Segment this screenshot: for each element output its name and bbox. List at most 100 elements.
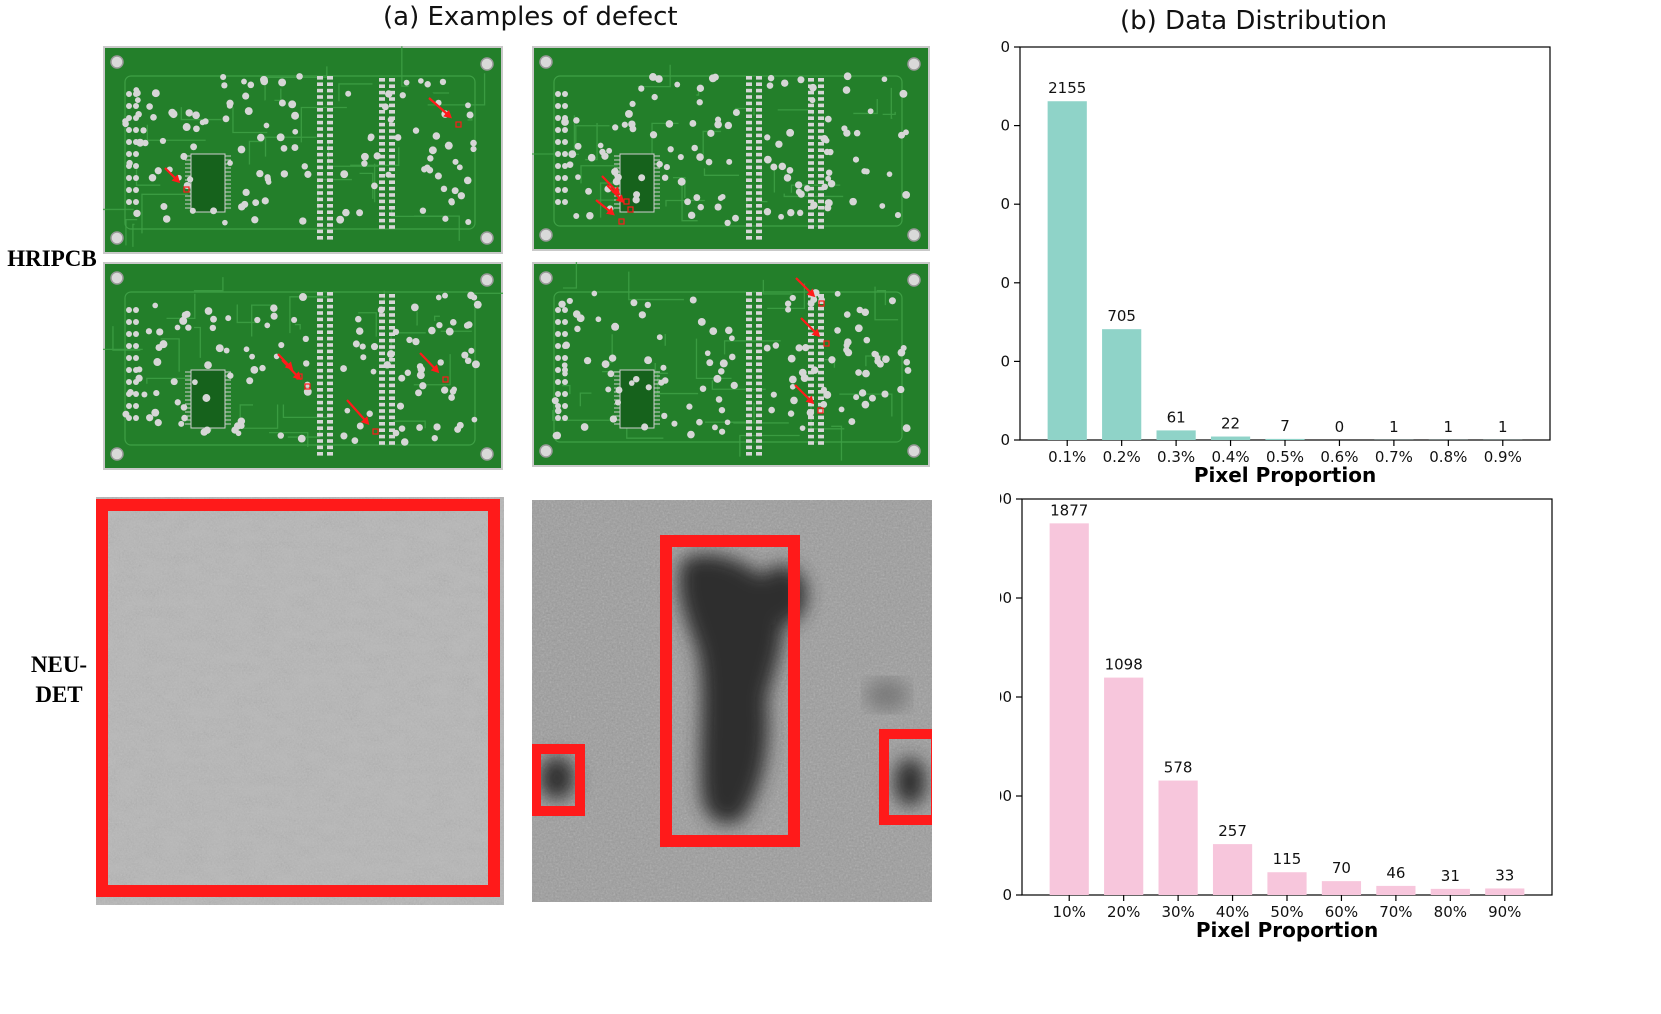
y-tick-label: 2500 [1000,38,1010,56]
y-tick-label: 1000 [1000,274,1010,292]
x-tick-label: 0.2% [1103,448,1141,466]
steel-texture-1 [96,497,504,905]
bar [1049,523,1089,895]
x-tick-label: 0.8% [1429,448,1467,466]
data-label: 33 [1495,866,1514,884]
defect-arrow [795,277,825,307]
y-tick-label: 1500 [1000,589,1012,607]
bar [1047,101,1087,440]
data-label: 7 [1280,417,1290,435]
defect-marker [623,198,630,205]
x-axis-label: Pixel Proportion [1194,463,1376,486]
defect-box [879,729,932,825]
x-tick-label: 0.9% [1484,448,1522,466]
steel-image-1 [96,497,504,905]
defect-arrow [346,399,379,435]
defect-arrow [601,175,630,205]
defect-arrow [277,353,303,380]
defect-marker [618,218,625,225]
defect-box [660,535,800,847]
defect-marker [372,428,379,435]
data-label: 70 [1332,859,1351,877]
defect-arrow [419,352,449,383]
defect-marker [304,383,311,390]
hripcb-bar-chart: 0 500 1000 1500 2000 2500 0.1% 2155 0.2% 705 0.3% 6… [947,36,1661,487]
data-label: 31 [1441,867,1460,885]
pcb-image-4 [532,262,930,467]
x-tick-label: 0.5% [1266,448,1304,466]
y-tick-label: 500 [1000,787,1012,805]
y-tick-label: 2000 [1000,490,1012,508]
hripcb-label: HRIPCB [7,246,97,271]
bar [1267,872,1307,895]
chart-svg-neudet: 0 500 1000 1500 2000 10% 1877 20% 1098 30% 578 40% 2… [949,490,1553,942]
steel-image-2 [532,500,932,902]
axes-frame [1019,46,1551,441]
x-tick-label: 0.6% [1320,448,1358,466]
defect-marker [817,407,824,414]
x-axis-label: Pixel Proportion [1196,918,1378,942]
bar [1485,888,1525,895]
y-tick-label: 1000 [1000,688,1012,706]
data-label: 46 [1386,864,1405,882]
bar [1265,438,1305,440]
data-label: 1 [1389,418,1399,436]
bar [1158,780,1198,895]
defect-marker [296,373,303,380]
defect-arrow [164,167,190,193]
data-label: 1 [1498,418,1508,436]
defect-marker [455,121,462,128]
neudet-label-line1: NEU- [30,652,88,677]
pcb-board [103,46,503,254]
y-tick-label: 1500 [1000,195,1010,213]
pcb-image-2 [532,46,930,251]
x-tick-label: 60% [1325,903,1358,921]
defect-box [96,499,500,897]
data-label: 2155 [1048,79,1086,97]
x-tick-label: 0.4% [1212,448,1250,466]
axes-frame [1021,498,1553,896]
x-tick-label: 50% [1270,903,1303,921]
examples-title: (a) Examples of defect [383,2,678,32]
bar [1212,844,1253,895]
neudet-label: NEU- DET [18,650,100,710]
x-tick-label: 0.3% [1157,448,1195,466]
bar [1321,881,1362,895]
distribution-title: (b) Data Distribution [1120,6,1388,36]
neudet-bar-chart: 0 500 1000 1500 2000 10% 1877 20% 1098 30% 578 40% 2… [949,488,1661,948]
steel-texture-2 [532,500,932,902]
neudet-label-line2: DET [35,682,83,707]
defect-marker [183,186,190,193]
defect-marker [823,340,830,347]
pcb-image-3 [103,262,503,470]
data-label: 1098 [1105,656,1143,674]
data-label: 1 [1444,418,1454,436]
defect-marker [627,206,634,213]
data-label: 257 [1218,822,1247,840]
x-tick-label: 80% [1434,903,1467,921]
pcb-image-1 [103,46,503,254]
x-tick-label: 40% [1216,903,1249,921]
data-label: 1877 [1050,501,1088,519]
defect-box [532,744,585,816]
y-tick-label: 0 [1002,886,1012,904]
defect-arrow [794,384,824,414]
y-tick-label: 500 [1000,352,1010,370]
chart-svg-hripcb: 0 500 1000 1500 2000 2500 0.1% 2155 0.2% 705 0.3% 6… [947,38,1551,487]
x-tick-label: 90% [1488,903,1521,921]
x-tick-label: 30% [1161,903,1194,921]
x-tick-label: 10% [1053,903,1086,921]
y-tick-label: 2000 [1000,117,1010,135]
data-label: 578 [1164,759,1193,777]
defect-arrow [428,97,462,128]
bar [1104,677,1144,895]
bar [1156,430,1196,440]
x-tick-label: 20% [1107,903,1140,921]
data-label: 61 [1167,408,1186,426]
defect-marker [818,300,825,307]
defect-arrow [800,317,830,347]
defect-arrow [595,199,625,225]
data-label: 22 [1221,415,1240,433]
bar [1210,436,1251,440]
y-tick-label: 0 [1000,431,1010,449]
